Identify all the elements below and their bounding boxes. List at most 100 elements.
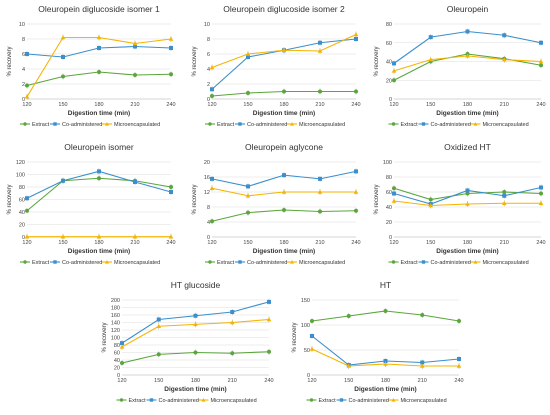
legend-item-microencapsulated: Microencapsulated	[388, 398, 447, 404]
legend-label: Microencapsulated	[401, 398, 447, 404]
y-tick-label: 150	[301, 298, 310, 304]
chart-title: HT glucoside	[171, 280, 221, 290]
x-axis-label: Digestion time (min)	[253, 248, 315, 255]
legend-marker	[208, 122, 212, 126]
y-tick-label: 4	[207, 220, 210, 226]
data-point	[354, 37, 358, 41]
y-tick-label: 10	[204, 22, 210, 28]
legend-item-microencapsulated: Microencapsulated	[470, 260, 529, 266]
chart-title: Oleuropein aglycone	[245, 142, 323, 152]
x-tick-label: 240	[536, 240, 545, 246]
legend-marker	[391, 398, 396, 402]
x-tick-label: 210	[315, 240, 324, 246]
data-point	[246, 91, 250, 95]
data-point	[132, 41, 138, 46]
x-tick-label: 240	[351, 102, 360, 108]
y-tick-label: 200	[111, 298, 120, 304]
legend-item-co-administered: Co-administered	[418, 260, 471, 266]
data-point	[465, 201, 470, 206]
data-point	[61, 178, 65, 183]
data-point	[168, 36, 174, 41]
data-point	[392, 78, 396, 83]
data-point	[383, 361, 388, 366]
data-point	[209, 185, 215, 191]
data-point	[465, 29, 470, 34]
data-point	[317, 48, 323, 53]
data-point	[502, 190, 507, 194]
x-tick-label: 150	[58, 102, 67, 108]
x-tick-label: 180	[94, 240, 103, 246]
y-tick-label: 80	[386, 22, 392, 28]
data-point	[120, 341, 124, 346]
x-tick-label: 120	[389, 102, 398, 108]
chart-panel-3: Oleuropein 0 20 40 60 80 120 150 180 210 240 Digest…	[374, 4, 546, 128]
legend-item-extract: Extract	[20, 122, 50, 128]
x-tick-label: 150	[426, 240, 435, 246]
data-point	[97, 176, 101, 181]
data-point	[465, 188, 470, 193]
data-point	[60, 35, 66, 40]
legend-item-microencapsulated: Microencapsulated	[287, 260, 345, 266]
data-point	[428, 35, 433, 40]
data-point	[96, 35, 102, 40]
legend-label: Extract	[32, 260, 50, 266]
x-tick-label: 210	[228, 378, 237, 384]
chart-panel-7: HT glucoside0204060801001201401601802001…	[102, 280, 274, 404]
y-tick-label: 0	[207, 97, 210, 103]
x-axis-label: Digestion time (min)	[68, 110, 130, 117]
chart-panel-2: Oleuropein diglucoside isomer 2 0 2 4 6 8 10 12…	[192, 4, 361, 128]
data-point	[538, 59, 544, 64]
data-point	[309, 346, 315, 351]
legend-marker	[421, 260, 426, 264]
data-point	[156, 317, 161, 322]
x-tick-label: 120	[117, 378, 126, 384]
chart-panel-5: Oleuropein aglycone 0 4 8 12 16 20 120 150 180 210…	[192, 142, 361, 266]
y-tick-label: 180	[111, 306, 120, 312]
x-tick-label: 210	[130, 240, 139, 246]
chart-panel-1: Oleuropein diglucoside isomer 1 0 2 4 6 8 10 12…	[7, 4, 176, 128]
x-tick-label: 240	[536, 102, 545, 108]
data-point	[267, 299, 271, 304]
data-point	[230, 310, 235, 314]
chart-panel-8: HT 0 50 100 150 120 150 180 210 240 Digestion time…	[292, 280, 464, 404]
data-point	[97, 70, 101, 74]
data-point	[97, 46, 101, 50]
legend-marker	[23, 122, 27, 126]
legend-label: Microencapsulated	[114, 260, 160, 266]
legend-label: Microencapsulated	[211, 398, 257, 404]
y-tick-label: 0	[22, 235, 25, 241]
legend-label: Microencapsulated	[114, 122, 160, 128]
y-tick-label: 20	[114, 366, 120, 372]
x-tick-label: 210	[500, 240, 509, 246]
chart-title: Oleuropein diglucoside isomer 1	[38, 4, 160, 14]
legend-label: Extract	[129, 398, 147, 404]
data-point	[245, 51, 251, 56]
data-point	[457, 357, 461, 361]
data-point	[169, 46, 173, 50]
data-point	[229, 320, 235, 325]
y-tick-label: 40	[386, 205, 392, 211]
data-point	[24, 234, 30, 239]
data-point	[119, 344, 125, 349]
legend-item-microencapsulated: Microencapsulated	[102, 122, 160, 128]
y-tick-label: 20	[386, 78, 392, 84]
y-tick-label: 160	[111, 313, 120, 319]
data-point	[353, 32, 359, 37]
data-point	[193, 350, 198, 355]
legend-label: Extract	[32, 122, 50, 128]
legend-label: Microencapsulated	[299, 122, 345, 128]
data-point	[383, 309, 388, 313]
legend-item-co-administered: Co-administered	[50, 260, 102, 266]
x-tick-label: 120	[207, 240, 216, 246]
data-point	[61, 55, 65, 59]
legend-marker	[208, 260, 212, 264]
y-tick-label: 2	[207, 82, 210, 88]
series-line-extract	[26, 177, 172, 212]
x-tick-label: 150	[243, 102, 252, 108]
x-tick-label: 180	[279, 102, 288, 108]
data-point	[354, 89, 358, 94]
legend-marker	[149, 398, 154, 402]
y-axis-label: % recovery	[102, 322, 108, 352]
data-point	[156, 323, 162, 329]
x-tick-label: 120	[307, 378, 316, 384]
